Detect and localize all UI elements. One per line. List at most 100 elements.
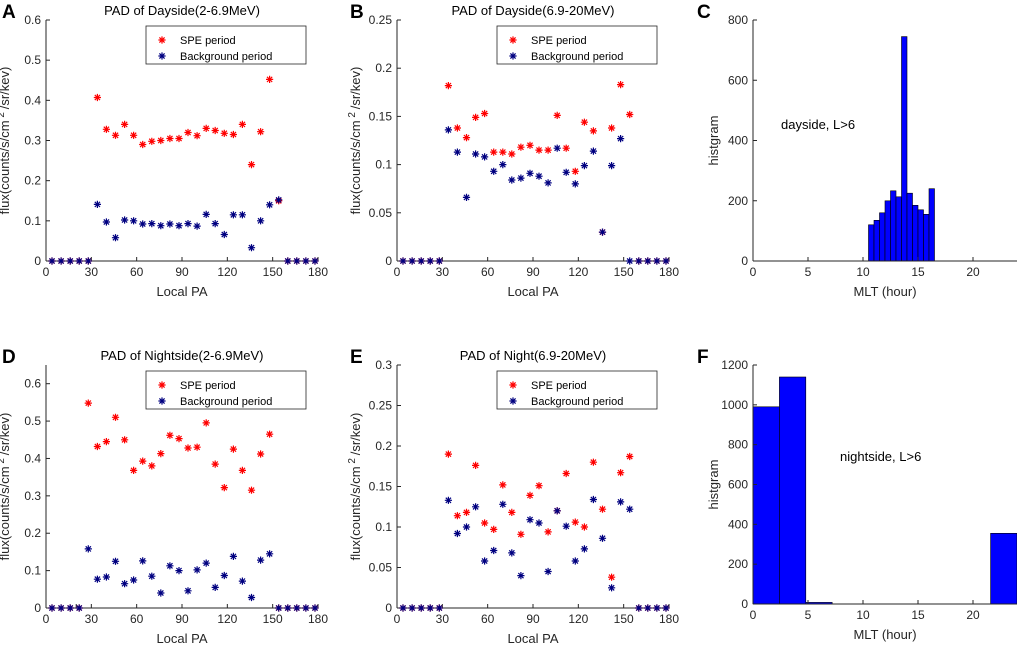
panel-d-point-glyph <box>247 486 256 494</box>
panel-e-xlabel: Local PA <box>507 631 558 646</box>
panel-a-axes: 0 30 60 90 120 150 180 0 0.1 0.2 0.3 0.4 0.5 0.6 <box>24 13 328 279</box>
panel-d-point-glyph <box>247 593 256 602</box>
panel-a-point <box>93 200 102 208</box>
panel-f-ytick-label: 200 <box>728 557 748 571</box>
panel-e-ytick-label: 0.2 <box>375 439 392 453</box>
panel-e-point <box>508 508 516 517</box>
panel-a-point <box>257 217 265 225</box>
panel-a-point <box>257 128 265 136</box>
panel-e-point <box>517 530 525 538</box>
panel-a-point <box>175 134 183 143</box>
panel-b-point <box>508 176 516 184</box>
panel-d-point <box>211 460 219 468</box>
panel-d-point-glyph <box>139 457 147 465</box>
panel-a-point <box>139 220 147 228</box>
panel-f-bars <box>752 376 1017 605</box>
panel-b-point-glyph <box>598 228 607 236</box>
panel-a-point <box>193 132 201 140</box>
panel-a-point-glyph <box>311 257 319 265</box>
panel-a-point <box>229 211 237 219</box>
panel-b-point <box>517 174 525 182</box>
panel-b-legend-box <box>496 25 658 65</box>
panel-f-xtick-label: 10 <box>856 608 870 622</box>
panel-d-point-glyph <box>211 460 219 468</box>
panel-e-point-glyph <box>508 508 516 517</box>
panel-b-ytick-label: 0.15 <box>369 109 393 123</box>
panel-b-legend-marker <box>509 36 517 44</box>
panel-d-point <box>157 589 165 597</box>
panel-b-point <box>408 257 416 265</box>
panel-e-point-glyph <box>472 461 480 469</box>
panel-a-point <box>211 126 219 135</box>
panel-a-point-glyph <box>175 134 183 143</box>
panel-a-point-glyph <box>57 257 65 265</box>
panel-a-xtick-label: 60 <box>130 265 144 279</box>
panel-a-point <box>229 130 237 139</box>
panel-e-point <box>444 496 452 504</box>
panel-e-point <box>435 604 443 612</box>
panel-d-point <box>102 438 111 446</box>
panel-e-point-glyph <box>662 604 670 612</box>
panel-d-point-glyph <box>266 430 274 438</box>
panel-b-point <box>526 141 534 149</box>
panel-d-xtick-label: 30 <box>85 612 99 626</box>
panel-a-legend-label: SPE period <box>180 35 236 47</box>
panel-c-bar <box>928 188 935 262</box>
panel-b-point-glyph <box>481 153 489 161</box>
panel-b-point-glyph <box>417 257 425 265</box>
panel-d-point-glyph <box>238 577 246 585</box>
panel-e-point <box>562 469 570 478</box>
panel-d-title: PAD of Nightside(2-6.9MeV) <box>100 348 263 363</box>
panel-e-point-glyph <box>517 530 525 538</box>
panel-d-point-glyph <box>93 575 102 583</box>
panel-d-point-glyph <box>157 450 165 458</box>
panel-a-legend-marker-glyph <box>158 36 166 44</box>
panel-e-point <box>544 567 552 576</box>
panel-e-point-glyph <box>562 522 570 530</box>
panel-e-point-glyph <box>616 469 625 477</box>
panel-d-xtick-label: 60 <box>130 612 144 626</box>
panel-d-point-glyph <box>229 445 237 453</box>
panel-b-point <box>517 143 525 151</box>
panel-b-point-glyph <box>453 148 461 156</box>
panel-b-point <box>462 134 471 142</box>
panel-f-letter: F <box>697 347 709 368</box>
panel-e-point <box>571 557 579 565</box>
panel-d-letter: D <box>2 347 16 368</box>
panel-e-point <box>462 523 471 531</box>
panel-b-point-glyph <box>426 257 434 265</box>
panel-e-point-glyph <box>517 571 525 580</box>
panel-e-point-glyph <box>444 496 452 504</box>
panel-b-point-glyph <box>499 161 507 169</box>
panel-a-point <box>84 257 92 265</box>
panel-d-xtick-label: 0 <box>43 612 50 626</box>
panel-a-point <box>166 134 174 143</box>
panel-b-point-glyph <box>644 257 652 265</box>
panel-a-legend-box <box>145 25 307 65</box>
panel-d-point-glyph <box>66 604 74 612</box>
panel-f-xlabel: MLT (hour) <box>853 627 916 642</box>
panel-a-point <box>148 137 156 145</box>
panel-a-series-1 <box>48 196 319 265</box>
panel-e-point-glyph <box>607 573 616 581</box>
panel-d-point-glyph <box>175 566 183 575</box>
panel-e-point <box>635 604 643 612</box>
panel-e-series-0 <box>399 450 670 612</box>
panel-e-point-glyph <box>526 516 534 524</box>
panel-c-bar <box>879 212 886 262</box>
panel-d-point-glyph <box>130 466 138 474</box>
panel-b-point <box>607 162 616 170</box>
panel-d-point <box>93 442 102 451</box>
panel-d-legend-marker <box>158 397 166 405</box>
panel-a-xtick-label: 90 <box>175 265 189 279</box>
panel-d-point-glyph <box>57 604 65 612</box>
panel-d-point <box>148 462 156 470</box>
panel-e-point-glyph <box>635 604 643 612</box>
panel-e-point-glyph <box>453 512 461 520</box>
panel-e-point-glyph <box>653 604 661 612</box>
panel-b-point-glyph <box>508 150 516 158</box>
panel-b-point <box>616 80 625 89</box>
panel-b-point-glyph <box>571 180 579 188</box>
